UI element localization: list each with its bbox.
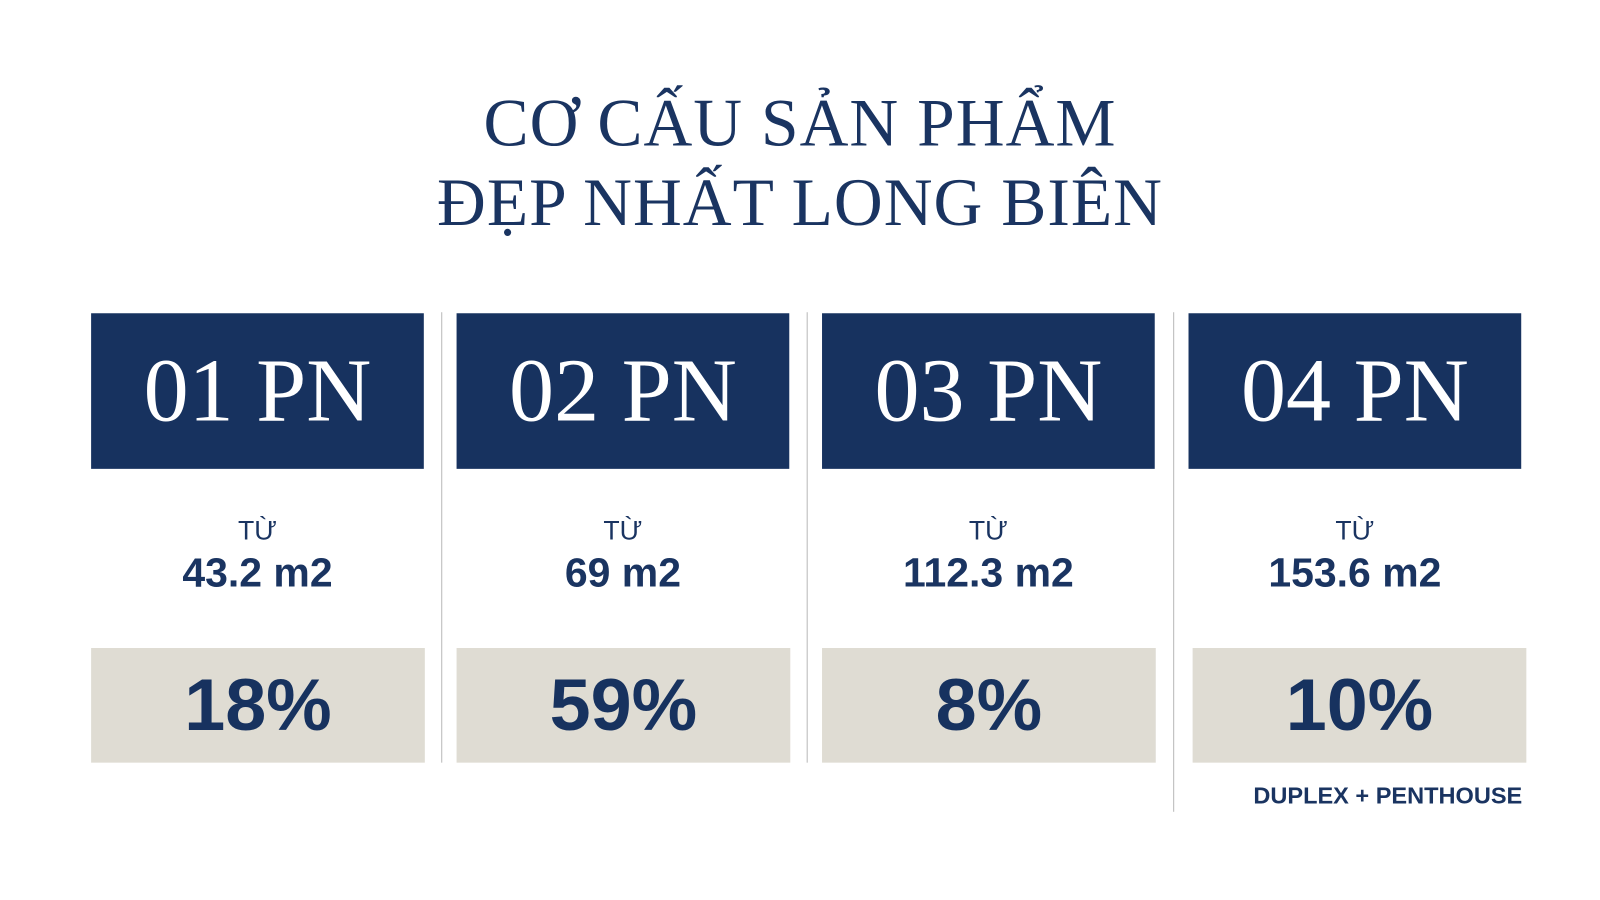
area-value: 69 m2 xyxy=(564,550,681,596)
share-box: 8% xyxy=(822,648,1156,763)
share-box: 10% xyxy=(1192,648,1527,763)
area-prefix: TỪ xyxy=(968,514,1008,546)
title-line: CƠ CẤU SẢN PHẨM xyxy=(483,85,1117,161)
divider xyxy=(806,312,808,763)
area-prefix: TỪ xyxy=(1335,514,1375,546)
divider xyxy=(1173,312,1175,812)
card-header: 02 PN xyxy=(456,313,790,469)
share-box: 59% xyxy=(456,648,791,763)
area-prefix: TỪ xyxy=(603,514,643,546)
area-value: 43.2 m2 xyxy=(182,550,333,596)
share-box: 18% xyxy=(91,648,425,763)
divider xyxy=(441,312,443,763)
card-note: DUPLEX + PENTHOUSE xyxy=(1253,782,1523,809)
card-header: 03 PN xyxy=(822,313,1155,469)
card-header: 01 PN xyxy=(91,313,424,469)
area-prefix: TỪ xyxy=(237,514,277,546)
area-value: 153.6 m2 xyxy=(1268,550,1442,596)
area-value: 112.3 m2 xyxy=(902,550,1074,596)
card-header: 04 PN xyxy=(1188,313,1522,469)
title-line: ĐẸP NHẤT LONG BIÊN xyxy=(437,165,1163,241)
